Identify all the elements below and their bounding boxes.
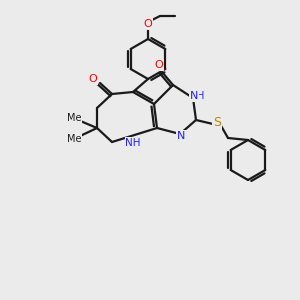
Text: O: O <box>144 19 152 29</box>
Text: N: N <box>190 91 198 101</box>
Text: O: O <box>154 60 164 70</box>
Text: Me: Me <box>67 113 81 123</box>
Text: O: O <box>88 74 98 84</box>
Text: N: N <box>177 131 185 141</box>
Text: S: S <box>213 116 221 130</box>
Text: H: H <box>197 91 205 101</box>
Text: NH: NH <box>125 138 141 148</box>
Text: Me: Me <box>67 134 81 144</box>
